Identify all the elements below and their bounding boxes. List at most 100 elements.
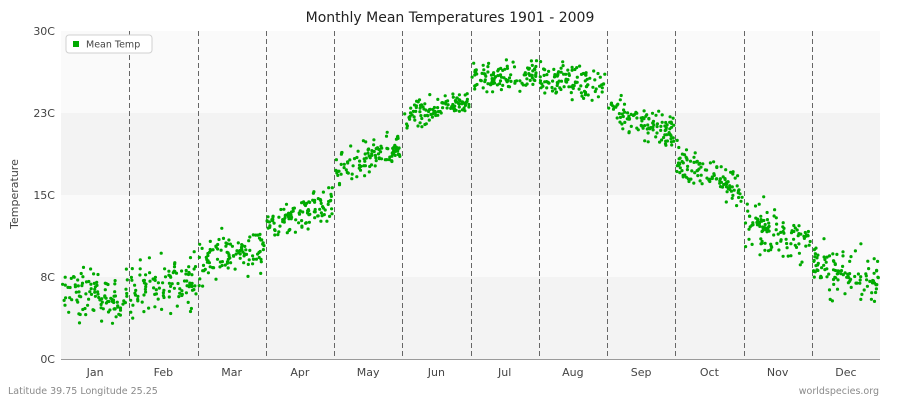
- x-axis-ticks: Jan Feb Mar Apr May Jun Jul Aug Sep Oct Nov Dec: [86, 366, 857, 379]
- data-point: [363, 174, 367, 178]
- data-point: [427, 108, 432, 112]
- data-point: [629, 124, 633, 128]
- data-point: [87, 297, 91, 301]
- data-point: [467, 105, 471, 109]
- data-point: [507, 85, 512, 89]
- data-point: [846, 272, 850, 276]
- data-point: [762, 218, 766, 223]
- data-point: [457, 98, 461, 102]
- data-point: [301, 210, 305, 214]
- data-point: [782, 226, 786, 230]
- data-point: [755, 217, 760, 221]
- data-point: [377, 147, 381, 152]
- data-point: [636, 128, 640, 132]
- data-point: [330, 186, 334, 190]
- data-point: [330, 207, 334, 211]
- data-point: [868, 279, 872, 283]
- data-point: [304, 221, 308, 225]
- x-tick-label: Sep: [631, 366, 652, 379]
- data-point: [113, 279, 117, 283]
- data-point: [144, 282, 148, 286]
- data-point: [244, 248, 248, 252]
- data-point: [797, 251, 802, 255]
- data-point: [246, 274, 250, 278]
- data-point: [600, 83, 604, 87]
- data-point: [870, 281, 875, 285]
- data-point: [89, 282, 93, 286]
- data-point: [73, 285, 77, 289]
- data-point: [325, 219, 329, 223]
- data-point: [663, 133, 667, 137]
- data-point: [474, 69, 478, 73]
- data-point: [175, 304, 179, 308]
- data-point: [621, 114, 625, 119]
- data-point: [300, 225, 304, 229]
- data-point: [230, 244, 234, 248]
- data-point: [670, 143, 674, 147]
- data-point: [671, 116, 675, 120]
- data-point: [124, 287, 128, 291]
- data-point: [346, 161, 350, 165]
- data-point: [372, 143, 376, 147]
- data-point: [254, 257, 258, 261]
- data-point: [482, 68, 486, 72]
- data-point: [652, 123, 656, 127]
- data-point: [849, 255, 853, 259]
- data-point: [540, 82, 544, 86]
- data-point: [390, 154, 394, 158]
- data-point: [465, 97, 469, 101]
- data-point: [584, 73, 588, 77]
- data-point: [660, 113, 664, 117]
- data-point: [148, 271, 152, 275]
- data-point: [697, 167, 701, 171]
- data-point: [335, 171, 339, 175]
- data-point: [598, 75, 602, 79]
- data-point: [201, 263, 206, 267]
- data-point: [89, 287, 93, 291]
- data-point: [708, 177, 712, 181]
- data-point: [366, 151, 370, 155]
- data-point: [312, 190, 316, 194]
- data-point: [113, 282, 117, 286]
- data-point: [153, 278, 157, 282]
- data-point: [130, 267, 134, 271]
- data-point: [571, 86, 575, 90]
- data-point: [853, 274, 857, 279]
- data-point: [258, 249, 262, 254]
- data-point: [188, 281, 192, 285]
- data-point: [766, 228, 770, 232]
- data-point: [228, 242, 232, 246]
- data-point: [350, 172, 354, 176]
- footer-credit[interactable]: worldspecies.org: [799, 386, 879, 397]
- data-point: [678, 162, 682, 166]
- data-point: [627, 114, 631, 118]
- data-point: [828, 297, 832, 301]
- data-point: [63, 275, 67, 279]
- data-point: [268, 224, 272, 228]
- data-point: [836, 278, 840, 282]
- data-point: [870, 291, 874, 295]
- data-point: [660, 120, 664, 124]
- data-point: [220, 263, 224, 268]
- data-point: [543, 68, 547, 72]
- x-tick-label: May: [357, 366, 380, 379]
- data-point: [710, 176, 714, 181]
- data-point: [723, 177, 727, 182]
- data-point: [224, 241, 228, 245]
- data-point: [411, 109, 415, 113]
- data-point: [505, 64, 509, 68]
- legend[interactable]: Mean Temp: [65, 34, 153, 54]
- data-point: [753, 204, 758, 208]
- data-point: [819, 275, 824, 280]
- data-point: [103, 294, 107, 298]
- data-point: [795, 228, 799, 232]
- data-point: [182, 279, 187, 283]
- data-point: [586, 83, 590, 87]
- data-point: [728, 184, 732, 188]
- data-point: [729, 170, 733, 174]
- data-point: [833, 262, 837, 267]
- data-point: [623, 120, 627, 124]
- data-point: [240, 247, 244, 252]
- data-point: [217, 237, 221, 242]
- data-point: [524, 83, 528, 87]
